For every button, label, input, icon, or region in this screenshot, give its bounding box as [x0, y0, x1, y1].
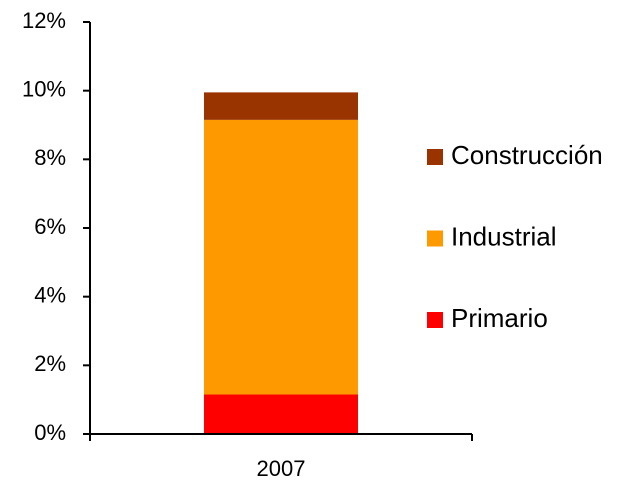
y-tick-label: 2%: [34, 351, 66, 376]
bar-segment: [204, 92, 358, 120]
y-tick-label: 12%: [22, 8, 66, 33]
legend-swatch: [427, 149, 443, 165]
legend-label: Primario: [451, 303, 548, 333]
y-tick-label: 6%: [34, 214, 66, 239]
bar-segment: [204, 119, 358, 395]
legend-swatch: [427, 312, 443, 328]
legend-label: Construcción: [451, 140, 603, 170]
y-tick-label: 8%: [34, 145, 66, 170]
legend-label: Industrial: [451, 221, 557, 251]
x-tick-label: 2007: [257, 456, 306, 481]
legend-swatch: [427, 230, 443, 247]
bar-segment: [204, 394, 358, 434]
y-tick-label: 10%: [22, 76, 66, 101]
y-tick-label: 4%: [34, 282, 66, 307]
y-tick-label: 0%: [34, 420, 66, 445]
